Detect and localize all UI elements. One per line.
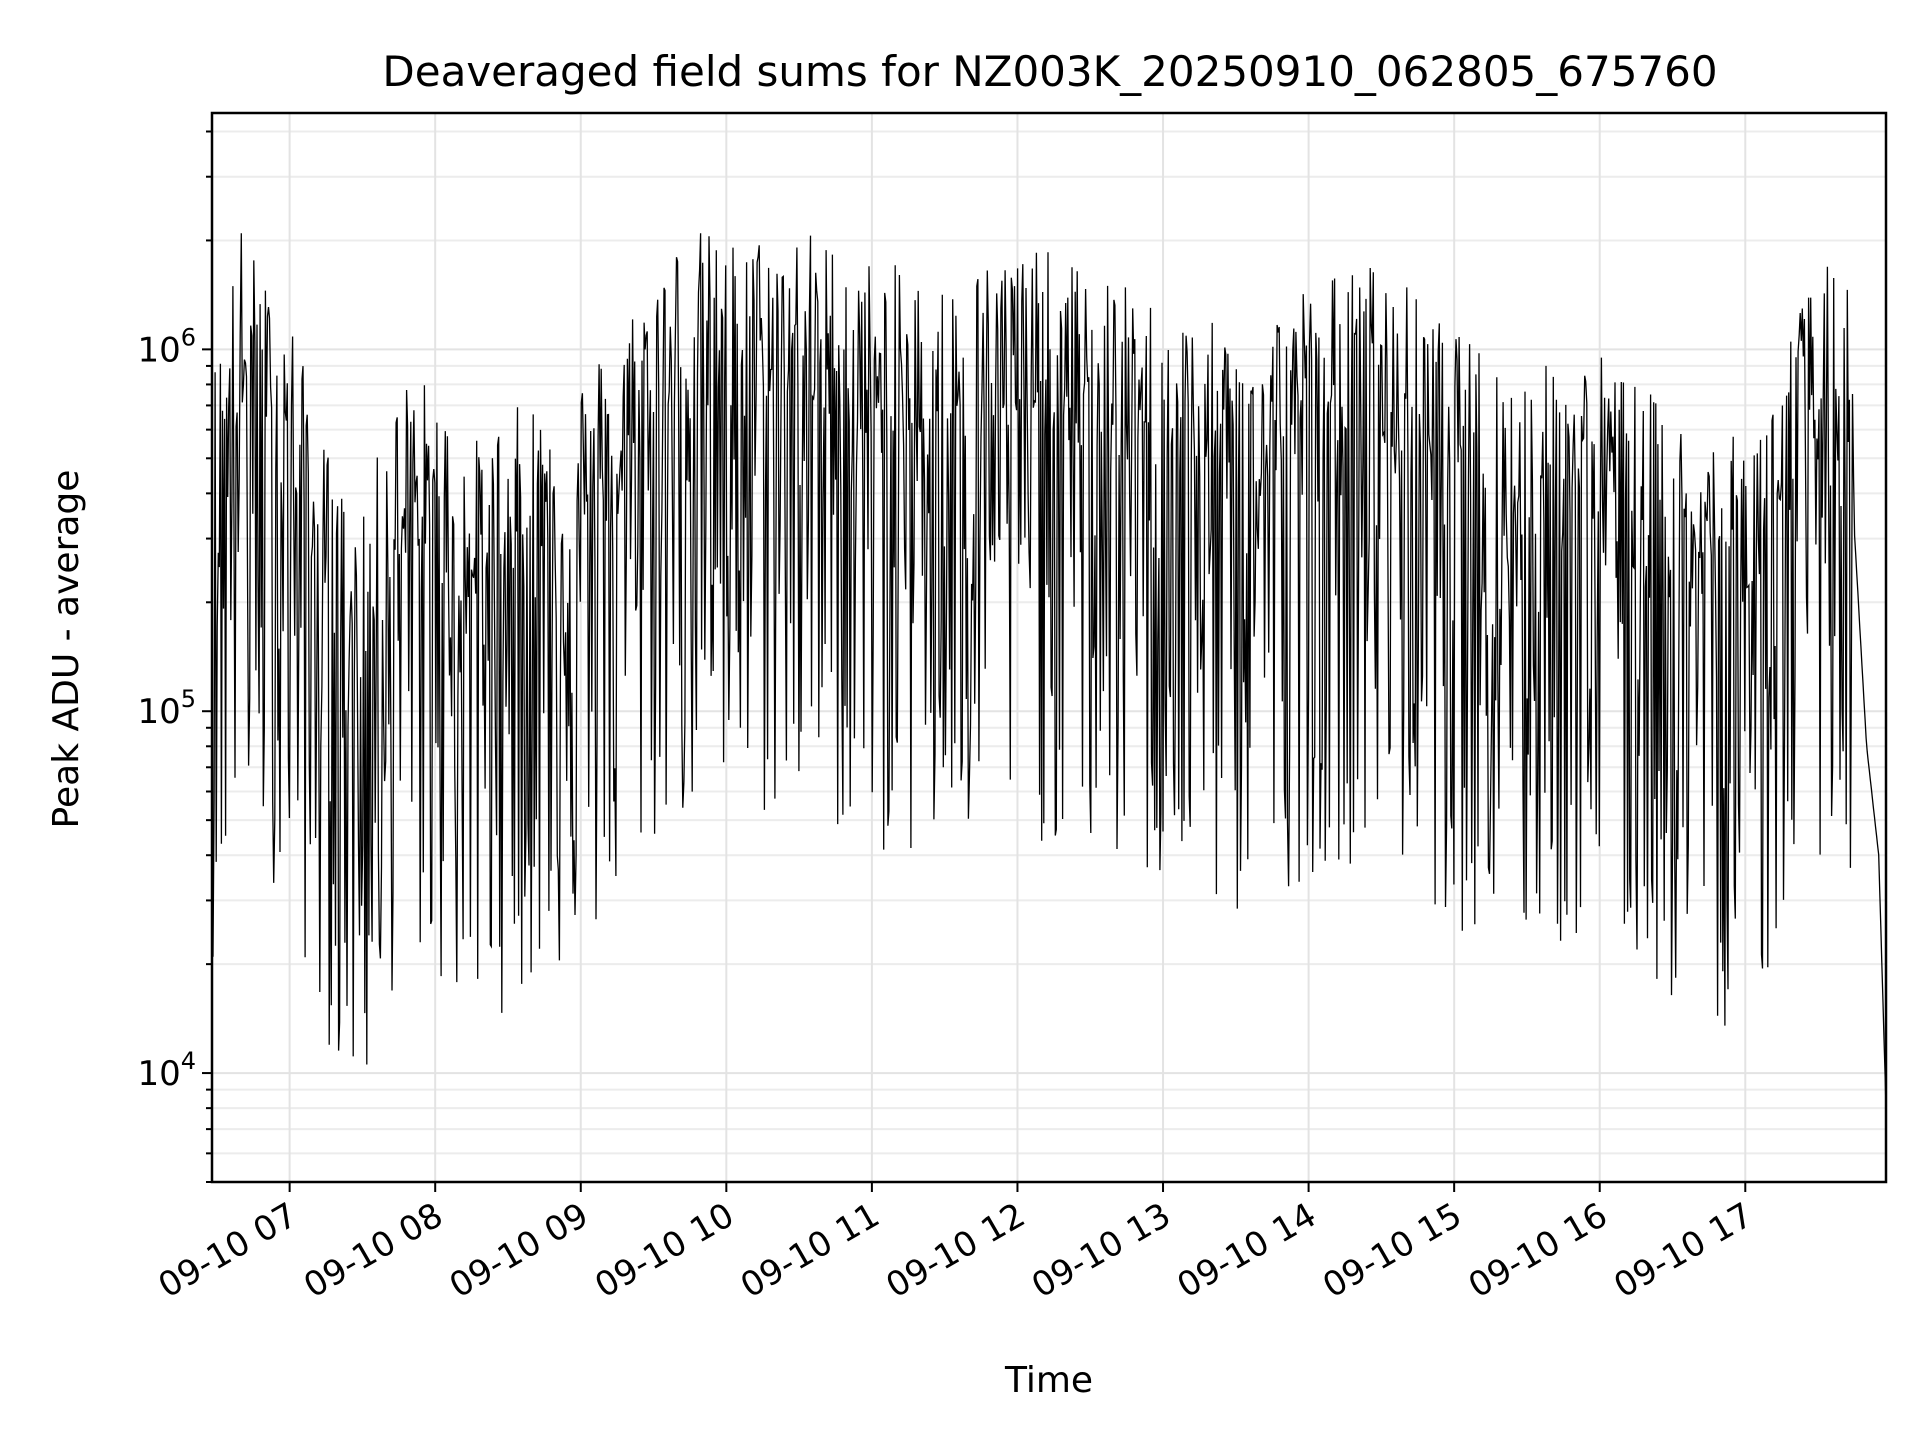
plot-area [211, 233, 1887, 1109]
y-tick-label-base: 10 [137, 330, 180, 370]
y-tick-label: 104 [137, 1047, 196, 1094]
x-axis-label: Time [1004, 1360, 1093, 1401]
y-tick-label-exponent: 4 [181, 1047, 196, 1075]
chart-title: Deaveraged field sums for NZ003K_2025091… [382, 47, 1717, 96]
plot-frame [210, 111, 1888, 1184]
y-tick-label-exponent: 5 [181, 685, 196, 713]
y-tick-label: 105 [137, 685, 196, 732]
y-tick-label-base: 10 [137, 692, 180, 732]
series-line [211, 233, 1887, 1109]
y-tick-label-exponent: 6 [181, 323, 196, 351]
y-tick-label: 106 [137, 323, 196, 370]
y-tick-label-base: 10 [137, 1054, 180, 1094]
y-axis-label: Peak ADU - average [46, 470, 87, 829]
